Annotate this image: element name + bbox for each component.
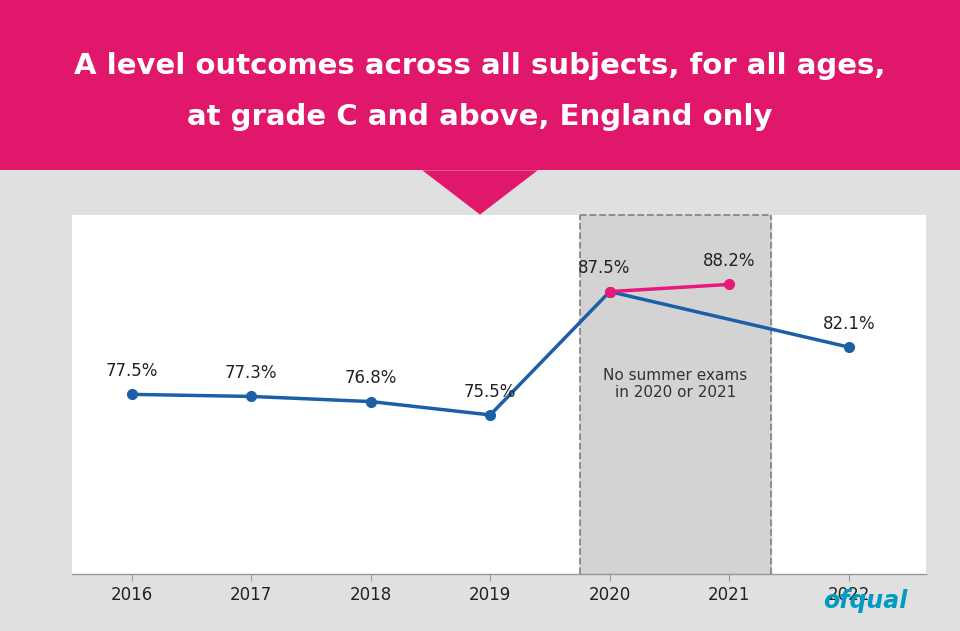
Text: 82.1%: 82.1% bbox=[823, 315, 875, 333]
Text: ofqual: ofqual bbox=[823, 589, 907, 613]
Text: 88.2%: 88.2% bbox=[703, 252, 756, 270]
Text: 76.8%: 76.8% bbox=[345, 369, 396, 387]
Text: No summer exams
in 2020 or 2021: No summer exams in 2020 or 2021 bbox=[603, 368, 748, 400]
Text: at grade C and above, England only: at grade C and above, England only bbox=[187, 103, 773, 131]
Text: 87.5%: 87.5% bbox=[578, 259, 630, 277]
Text: A level outcomes across all subjects, for all ages,: A level outcomes across all subjects, fo… bbox=[74, 52, 886, 80]
Bar bbox=[580, 215, 771, 574]
Text: 77.3%: 77.3% bbox=[225, 364, 277, 382]
Text: 75.5%: 75.5% bbox=[464, 382, 516, 401]
Text: 77.5%: 77.5% bbox=[106, 362, 158, 380]
